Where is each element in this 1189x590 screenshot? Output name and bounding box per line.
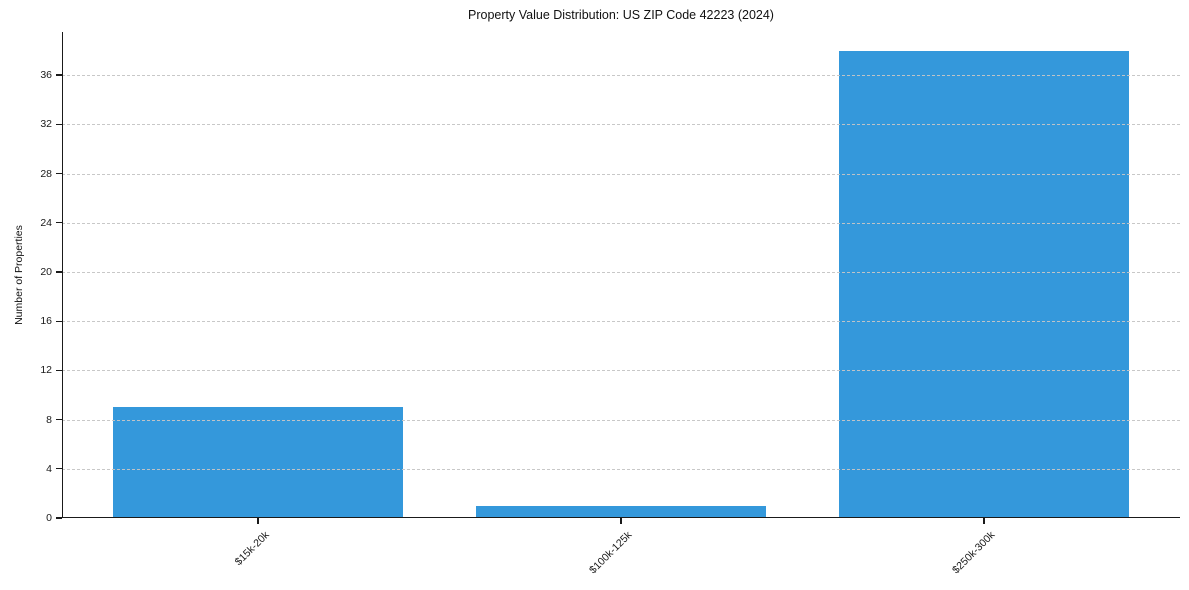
y-tick-label: 0	[46, 512, 52, 524]
y-tick-label: 12	[40, 364, 52, 377]
gridline	[62, 321, 1180, 323]
y-tick-mark	[56, 369, 62, 371]
gridline	[62, 370, 1180, 372]
gridline	[62, 468, 1180, 470]
bar	[838, 50, 1130, 518]
x-tick-label-text: $15k-20k	[232, 529, 272, 569]
gridline	[62, 419, 1180, 421]
gridline	[62, 75, 1180, 77]
y-tick-label: 16	[40, 315, 52, 328]
gridline	[62, 271, 1180, 273]
y-tick-mark	[56, 222, 62, 224]
y-tick-mark	[56, 74, 62, 76]
x-tick-label-text: $250k-300k	[950, 529, 998, 577]
y-tick-label: 8	[46, 413, 52, 426]
y-tick-mark	[56, 320, 62, 322]
y-tick-label: 20	[40, 265, 52, 278]
y-tick-mark	[56, 468, 62, 470]
x-tick-mark	[620, 518, 622, 524]
gridline	[62, 173, 1180, 175]
y-tick-label: 28	[40, 167, 52, 180]
bar	[112, 407, 404, 518]
y-tick-label: 24	[40, 216, 52, 229]
y-tick-mark	[56, 172, 62, 175]
bar	[475, 505, 767, 518]
x-tick-label-text: $100k-125k	[587, 529, 635, 577]
y-tick-label: 32	[40, 118, 52, 131]
y-tick-label: 4	[46, 462, 52, 475]
x-tick-mark	[257, 518, 259, 524]
gridline	[62, 124, 1180, 126]
y-tick-mark	[56, 271, 62, 273]
x-tick-mark	[983, 518, 985, 524]
gridline	[62, 222, 1180, 224]
y-tick-label: 36	[40, 69, 52, 82]
y-tick-mark	[56, 418, 62, 421]
chart-title: Property Value Distribution: US ZIP Code…	[468, 8, 774, 22]
y-tick-mark	[56, 517, 62, 519]
y-tick-mark	[56, 123, 62, 125]
